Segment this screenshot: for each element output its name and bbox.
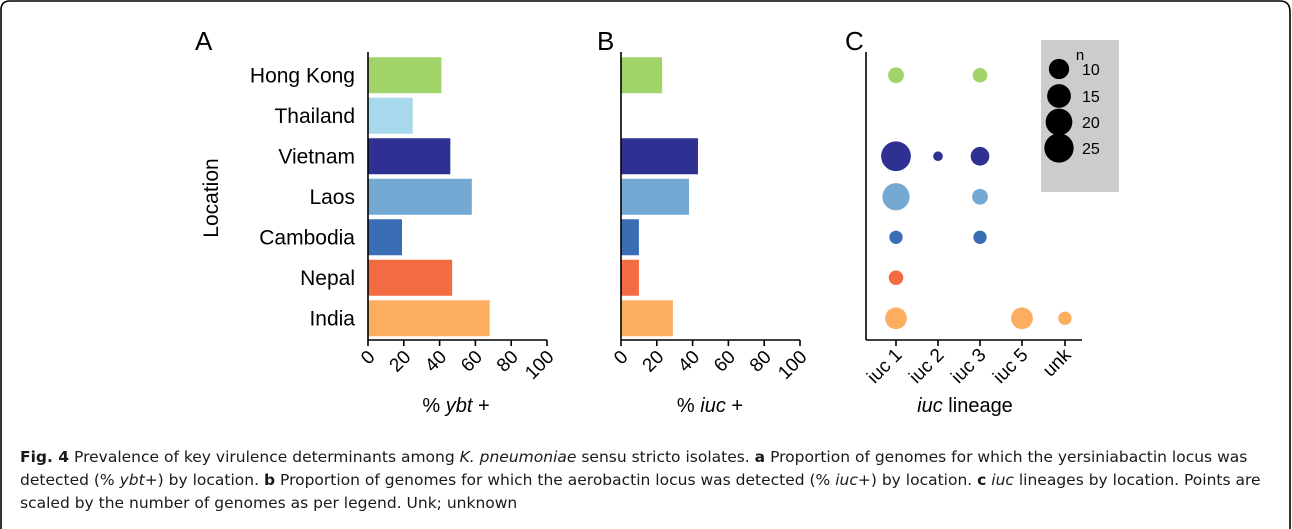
caption-c: c bbox=[977, 471, 987, 489]
panel-label-c: C bbox=[845, 26, 864, 56]
size-legend-label-20: 20 bbox=[1082, 115, 1100, 132]
x-tick-label-lineage-iuc-5: iuc 5 bbox=[989, 345, 1032, 388]
x-tick-label-ybt-80: 80 bbox=[493, 347, 523, 377]
size-legend-title: n bbox=[1076, 47, 1084, 64]
caption-fig-label: Fig. 4 bbox=[20, 448, 70, 466]
bar-ybt-hong-kong bbox=[368, 57, 442, 94]
figure-caption: Fig. 4 Prevalence of key virulence deter… bbox=[20, 446, 1275, 515]
x-axis-title-lineage: iuc lineage bbox=[917, 395, 1013, 417]
caption-text-1: Prevalence of key virulence determinants… bbox=[69, 448, 460, 466]
x-tick-label-ybt-40: 40 bbox=[421, 347, 451, 377]
x-axis-title-ybt: % ybt + bbox=[422, 395, 489, 417]
point-vietnam-iuc-1 bbox=[881, 141, 911, 172]
x-tick-label-ybt-100: 100 bbox=[521, 347, 558, 384]
bar-iuc-laos bbox=[621, 178, 690, 215]
category-label-vietnam: Vietnam bbox=[278, 145, 355, 168]
x-tick-label-lineage-iuc-1: iuc 1 bbox=[863, 345, 906, 388]
x-tick-label-lineage-iuc-2: iuc 2 bbox=[905, 345, 948, 388]
caption-b: b bbox=[263, 471, 276, 489]
caption-text-3: Proportion of genomes for which the yers… bbox=[20, 448, 1248, 489]
caption-ybt: ybt bbox=[119, 471, 145, 489]
category-label-laos: Laos bbox=[309, 186, 355, 209]
caption-species: K. pneumoniae bbox=[459, 448, 577, 466]
category-label-hong-kong: Hong Kong bbox=[250, 64, 355, 87]
caption-iuc: iuc bbox=[835, 471, 858, 489]
point-india-unk bbox=[1058, 311, 1072, 325]
y-axis-title: Location bbox=[200, 158, 223, 237]
bar-ybt-india bbox=[368, 300, 490, 337]
category-label-cambodia: Cambodia bbox=[259, 226, 355, 249]
x-tick-label-iuc-60: 60 bbox=[710, 347, 740, 377]
bar-ybt-laos bbox=[368, 178, 472, 215]
figure-4: A B C Location Hong Kong Thailand Vietnam Laos C… bbox=[195, 26, 1119, 417]
category-label-thailand: Thailand bbox=[274, 105, 355, 128]
point-india-iuc-1 bbox=[885, 307, 907, 330]
bar-iuc-cambodia bbox=[621, 219, 639, 256]
point-laos-iuc-3 bbox=[972, 188, 988, 205]
bar-iuc-hong-kong bbox=[621, 57, 663, 94]
size-legend-dot-10 bbox=[1048, 58, 1070, 80]
caption-text-8: lineages by location. Points are scaled … bbox=[20, 471, 1261, 512]
bar-ybt-vietnam bbox=[368, 138, 451, 175]
point-vietnam-iuc-2 bbox=[933, 151, 943, 162]
caption-iuc-2: iuc bbox=[986, 471, 1014, 489]
bar-ybt-cambodia bbox=[368, 219, 403, 256]
point-nepal-iuc-1 bbox=[888, 270, 904, 286]
caption-text-4: +) by location. bbox=[144, 471, 264, 489]
x-tick-label-iuc-20: 20 bbox=[639, 347, 669, 377]
bar-ybt-thailand bbox=[368, 97, 413, 134]
size-legend-label-10: 10 bbox=[1082, 62, 1100, 79]
category-label-india: India bbox=[309, 307, 355, 330]
bar-iuc-vietnam bbox=[621, 138, 698, 175]
point-laos-iuc-1 bbox=[882, 183, 910, 211]
caption-text-2: sensu stricto isolates. bbox=[576, 448, 755, 466]
panel-label-a: A bbox=[195, 26, 213, 56]
x-tick-label-ybt-60: 60 bbox=[457, 347, 487, 377]
bar-iuc-india bbox=[621, 300, 673, 337]
point-hong-kong-iuc-1 bbox=[888, 67, 904, 84]
x-tick-label-ybt-0: 0 bbox=[357, 347, 379, 369]
category-label-nepal: Nepal bbox=[300, 267, 355, 290]
size-legend: n10 15 20 25 bbox=[1041, 40, 1119, 192]
size-legend-dot-20 bbox=[1045, 108, 1073, 136]
x-tick-label-iuc-40: 40 bbox=[674, 347, 704, 377]
x-tick-label-iuc-0: 0 bbox=[610, 347, 632, 369]
x-tick-label-iuc-100: 100 bbox=[774, 347, 811, 384]
x-tick-label-lineage-unk: unk bbox=[1039, 344, 1076, 381]
x-tick-label-ybt-20: 20 bbox=[386, 347, 416, 377]
point-vietnam-iuc-3 bbox=[970, 146, 990, 166]
x-axis-title-iuc: % iuc + bbox=[677, 395, 743, 417]
panel-label-b: B bbox=[597, 26, 614, 56]
point-hong-kong-iuc-3 bbox=[972, 67, 988, 83]
size-legend-label-25: 25 bbox=[1082, 141, 1100, 158]
caption-text-5: Proportion of genomes for which the aero… bbox=[275, 471, 836, 489]
size-legend-dot-25 bbox=[1044, 133, 1074, 163]
x-tick-label-lineage-iuc-3: iuc 3 bbox=[947, 345, 990, 388]
bar-iuc-nepal bbox=[621, 259, 639, 296]
caption-text-6: +) by location. bbox=[857, 471, 978, 489]
x-tick-label-iuc-80: 80 bbox=[746, 347, 776, 377]
point-cambodia-iuc-3 bbox=[973, 230, 987, 244]
point-india-iuc-5 bbox=[1011, 307, 1033, 330]
caption-a: a bbox=[754, 448, 766, 466]
point-cambodia-iuc-1 bbox=[889, 230, 903, 244]
size-legend-dot-15 bbox=[1047, 84, 1071, 108]
bar-ybt-nepal bbox=[368, 259, 453, 296]
size-legend-label-15: 15 bbox=[1082, 89, 1100, 106]
